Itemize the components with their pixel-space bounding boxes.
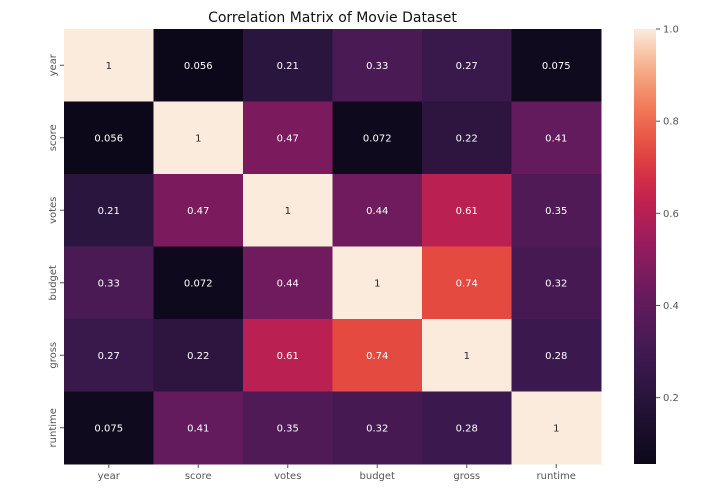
cell-value-label: 0.072 [363,133,392,144]
heatmap-cell [64,391,154,465]
cell-value-label: 1 [106,61,112,72]
y-tick-label: budget [48,265,59,301]
heatmap-cell [422,246,512,320]
x-tick-label: votes [274,471,301,482]
y-tick-label: votes [48,197,59,224]
cell-value-label: 0.33 [98,278,120,289]
colorbar: 0.2 0.4 0.6 0.8 1.0 [634,25,679,464]
cell-value-label: 0.35 [545,206,567,217]
heatmap-cells [64,29,602,465]
cell-value-label: 1 [374,278,380,289]
cell-value-label: 0.075 [542,61,571,72]
cell-value-label: 0.61 [277,351,299,362]
heatmap-cell [153,174,244,247]
heatmap-cell [422,391,512,465]
x-tick-label: year [98,471,121,482]
heatmap-cell [64,101,154,175]
heatmap-cell [422,101,512,175]
cell-value-label: 0.44 [277,278,299,289]
heatmap-cell [243,319,333,392]
cell-value-label: 0.41 [187,423,209,434]
cell-value-label: 0.32 [545,278,567,289]
x-tick-label: gross [453,471,480,482]
heatmap-cell [153,319,244,392]
colorbar-gradient [634,29,656,464]
heatmap-cell [332,246,423,320]
colorbar-tick-label: 0.8 [663,117,679,128]
x-tick-label: budget [360,471,396,482]
cell-value-label: 0.61 [456,206,478,217]
colorbar-tick-label: 0.2 [663,393,679,404]
heatmap-cell [332,174,423,247]
cell-value-label: 1 [553,423,559,434]
cell-value-label: 0.27 [456,61,478,72]
heatmap-cell [243,29,333,102]
cell-value-label: 0.47 [187,206,209,217]
heatmap-cell [64,246,154,320]
heatmap-cell [153,101,244,175]
cell-value-label: 0.22 [187,351,209,362]
cell-value-label: 1 [195,133,201,144]
cell-value-label: 0.47 [277,133,299,144]
cell-value-label: 1 [285,206,291,217]
heatmap-cell [332,29,423,102]
cell-value-label: 0.21 [98,206,120,217]
heatmap-cell [422,29,512,102]
heatmap-cell [511,174,602,247]
colorbar-tick-label: 0.4 [663,301,679,312]
heatmap-cell [243,101,333,175]
chart-title: Correlation Matrix of Movie Dataset [208,10,457,26]
colorbar-tick-label: 1.0 [663,25,679,36]
cell-value-label: 0.056 [94,133,123,144]
heatmap-cell [511,391,602,465]
heatmap-cell [64,29,154,102]
heatmap-cell [511,101,602,175]
x-axis: year score votes budget gross runtime [98,464,576,482]
cell-value-label: 0.27 [98,351,120,362]
cell-value-label: 0.056 [184,61,213,72]
heatmap-cell [422,174,512,247]
heatmap-cell [332,101,423,175]
cell-value-label: 0.44 [366,206,388,217]
cell-value-label: 0.075 [94,423,123,434]
cell-value-label: 0.35 [277,423,299,434]
heatmap-cell [511,29,602,102]
heatmap-cell [332,391,423,465]
heatmap-cell [511,319,602,392]
y-axis: year score votes budget gross runtime [48,53,64,447]
cell-value-label: 0.41 [545,133,567,144]
y-tick-label: score [48,124,59,151]
cell-value-label: 0.32 [366,423,388,434]
x-tick-label: score [185,471,212,482]
cell-value-label: 0.28 [545,351,567,362]
cell-value-label: 1 [464,351,470,362]
cell-value-label: 0.22 [456,133,478,144]
heatmap-cell [153,391,244,465]
heatmap-cell [243,246,333,320]
y-tick-label: year [48,53,59,76]
colorbar-tick-label: 0.6 [663,209,679,220]
cell-value-label: 0.072 [184,278,213,289]
x-tick-label: runtime [537,471,576,482]
cell-value-label: 0.74 [366,351,388,362]
cell-value-label: 0.74 [456,278,478,289]
heatmap-cell-labels: 1 0.056 0.21 0.33 0.27 0.075 0.056 1 0.47 0.072 0.… [94,61,570,435]
heatmap-cell [153,29,244,102]
y-tick-label: runtime [48,408,59,447]
heatmap-cell [64,319,154,392]
cell-value-label: 0.21 [277,61,299,72]
cell-value-label: 0.33 [366,61,388,72]
heatmap-cell [243,174,333,247]
cell-value-label: 0.28 [456,423,478,434]
heatmap-cell [153,246,244,320]
heatmap-cell [511,246,602,320]
heatmap-cell [64,174,154,247]
heatmap-cell [332,319,423,392]
heatmap-cell [243,391,333,465]
y-tick-label: gross [48,342,59,369]
heatmap-cell [422,319,512,392]
